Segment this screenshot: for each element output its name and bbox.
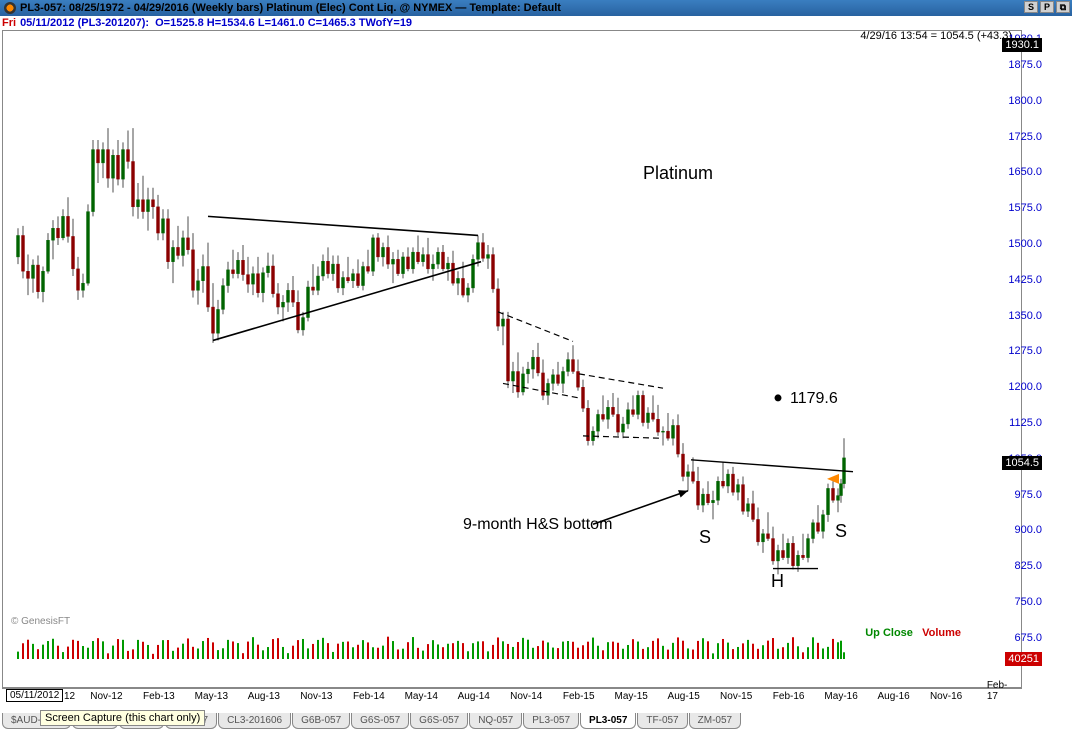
price-axis: 1930.1 1875.0 1800.0 1725.0 1650.0 1575.0 1500…: [1000, 30, 1042, 688]
date-tick: Feb-17: [987, 680, 1010, 702]
date-tick: Feb-14: [353, 691, 385, 702]
date-tick: Nov-16: [930, 691, 962, 702]
price-tick: 750.0: [1000, 596, 1042, 608]
legend-upclose: Up Close: [865, 627, 913, 639]
chart-canvas: 1179.6 Platinum 9-month H&S bottom S H S: [3, 31, 1023, 689]
window-titlebar: PL3-057: 08/25/1972 - 04/29/2016 (Weekly…: [0, 0, 1072, 16]
infobar-date: 05/11/2012 (PL3-201207):: [20, 17, 149, 29]
annotation-platinum: Platinum: [643, 163, 713, 183]
annotation-9-month-h-s-bottom: 9-month H&S bottom: [463, 516, 612, 533]
price-tick: 1875.0: [1000, 59, 1042, 71]
date-tick: 12: [64, 691, 75, 702]
date-axis: 05/11/2012 12 Nov-12 Feb-13 May-13 Aug-13 Nov…: [2, 688, 1022, 702]
price-tick: 1125.0: [1000, 417, 1042, 429]
tab-g6b-057[interactable]: G6B-057: [292, 713, 350, 729]
date-start-box: 05/11/2012: [6, 689, 63, 702]
price-tick: 1575.0: [1000, 202, 1042, 214]
volume-legend: Up Close Volume: [865, 627, 961, 639]
date-tick: May-14: [405, 691, 438, 702]
date-tick: Nov-15: [720, 691, 752, 702]
date-tick: May-13: [195, 691, 228, 702]
legend-volume: Volume: [922, 627, 961, 639]
volume-box: 40251: [1005, 652, 1042, 666]
price-tick: 900.0: [1000, 524, 1042, 536]
annotation-h: H: [771, 571, 784, 591]
date-tick: Aug-14: [458, 691, 490, 702]
tab-pl3-057[interactable]: PL3-057: [580, 713, 636, 729]
price-tick: 1350.0: [1000, 310, 1042, 322]
watermark: © GenesisFT: [11, 616, 70, 627]
price-tick: 825.0: [1000, 560, 1042, 572]
annotation-s: S: [835, 521, 847, 541]
date-tick: May-16: [824, 691, 857, 702]
titlebar-btn-p[interactable]: P: [1040, 1, 1054, 13]
price-box-current_box: 1054.5: [1002, 456, 1042, 470]
infobar-day: Fri: [2, 17, 16, 29]
tab-tf-057[interactable]: TF-057: [637, 713, 687, 729]
app-icon: [4, 2, 16, 14]
price-tick: 1500.0: [1000, 238, 1042, 250]
tab-g6s-057[interactable]: G6S-057: [351, 713, 409, 729]
infobar-ohlc: O=1525.8 H=1534.6 L=1461.0 C=1465.3 TWof…: [155, 17, 412, 29]
date-tick: Feb-15: [563, 691, 595, 702]
price-tick: 1200.0: [1000, 381, 1042, 393]
tab-g6s-057[interactable]: G6S-057: [410, 713, 468, 729]
price-tick: 1650.0: [1000, 166, 1042, 178]
info-bar: Fri 05/11/2012 (PL3-201207): O=1525.8 H=…: [0, 16, 1072, 30]
tab-pl3-057[interactable]: PL3-057: [523, 713, 579, 729]
last-update: 4/29/16 13:54 = 1054.5 (+43.3): [860, 30, 1012, 42]
tab-zm-057[interactable]: ZM-057: [689, 713, 741, 729]
tab-cl3-201606[interactable]: CL3-201606: [218, 713, 291, 729]
titlebar-buttons: S P ⧉: [1024, 1, 1070, 13]
price-box-top_box: 1930.1: [1002, 38, 1042, 52]
price-tick: 1275.0: [1000, 345, 1042, 357]
price-tick: 975.0: [1000, 489, 1042, 501]
tab-nq-057[interactable]: NQ-057: [469, 713, 522, 729]
date-tick: Nov-12: [90, 691, 122, 702]
titlebar-btn-s[interactable]: S: [1024, 1, 1038, 13]
price-tick: 1800.0: [1000, 95, 1042, 107]
screen-capture-tooltip: Screen Capture (this chart only): [40, 710, 205, 726]
date-tick: Aug-16: [877, 691, 909, 702]
price-tick: 1725.0: [1000, 131, 1042, 143]
titlebar-btn-max[interactable]: ⧉: [1056, 1, 1070, 13]
annotation-s: S: [699, 527, 711, 547]
date-tick: Feb-13: [143, 691, 175, 702]
date-tick: May-15: [615, 691, 648, 702]
date-tick: Nov-13: [300, 691, 332, 702]
price-tick: 675.0: [1000, 632, 1042, 644]
date-tick: Nov-14: [510, 691, 542, 702]
titlebar-text: PL3-057: 08/25/1972 - 04/29/2016 (Weekly…: [20, 2, 561, 14]
date-tick: Aug-15: [668, 691, 700, 702]
date-tick: Aug-13: [248, 691, 280, 702]
svg-text:1179.6: 1179.6: [790, 390, 838, 407]
chart-area[interactable]: 1179.6 Platinum 9-month H&S bottom S H S © Ge…: [2, 30, 1022, 688]
date-tick: Feb-16: [773, 691, 805, 702]
price-tick: 1425.0: [1000, 274, 1042, 286]
